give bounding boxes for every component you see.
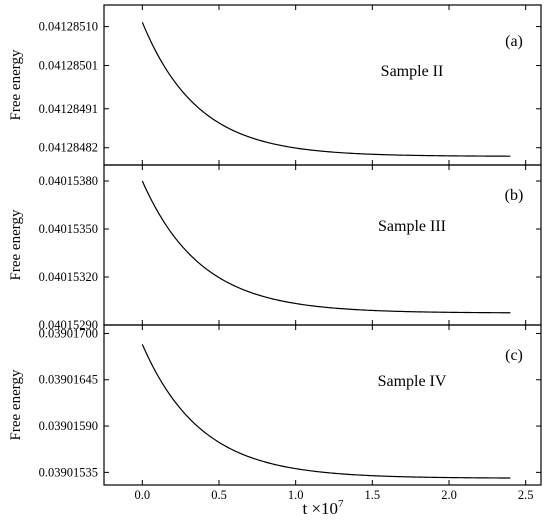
x-axis: 0.0 0.5 1.0 1.5 2.0 2.5 xyxy=(135,488,534,502)
x-tick-label: 0.5 xyxy=(211,488,227,502)
panel-b-ytick-label: 0.04015320 xyxy=(39,270,98,284)
panel-a-ytick-label: 0.04128510 xyxy=(39,20,98,34)
panel-a-ytick-label: 0.04128482 xyxy=(39,141,98,155)
panel-a-annotation: Sample II xyxy=(381,63,444,80)
panel-c: Free energy (c) Sample IV 0.03901535 0.03… xyxy=(8,324,542,486)
panel-c-label: (c) xyxy=(505,347,523,364)
panel-a-frame xyxy=(103,4,542,166)
panel-b-label: (b) xyxy=(505,187,524,204)
panel-a-series-line xyxy=(141,22,511,157)
panel-c-ytick-label: 0.03901645 xyxy=(39,373,98,387)
x-tick-label: 0.0 xyxy=(135,488,151,502)
panel-c-annotation: Sample IV xyxy=(378,373,447,390)
x-tick-label: 1.5 xyxy=(365,488,381,502)
panel-c-ytick-label: 0.03901535 xyxy=(39,465,98,479)
panel-c-ytick-label: 0.03901700 xyxy=(39,326,98,340)
x-tick-label: 2.5 xyxy=(518,488,534,502)
panel-b-ytick-label: 0.04015350 xyxy=(39,222,98,236)
panel-b-frame xyxy=(103,164,542,326)
panel-b-ytick-label: 0.04015380 xyxy=(39,174,98,188)
panel-b-annotation: Sample III xyxy=(378,218,446,235)
panel-b: Free energy (b) Sample III 0.04015290 0.0… xyxy=(8,164,542,332)
x-axis-label: t ×107 xyxy=(302,498,344,518)
panel-b-series-line xyxy=(141,180,511,314)
panel-a-ytick-label: 0.04128501 xyxy=(39,59,98,73)
panel-a-label: (a) xyxy=(505,33,523,50)
x-axis-label-exponent: 7 xyxy=(338,498,344,510)
panel-a-ylabel: Free energy xyxy=(8,49,24,120)
x-tick-label: 2.0 xyxy=(441,488,457,502)
panel-b-ylabel: Free energy xyxy=(8,209,24,280)
panel-a: Free energy (a) Sample II 0.04128482 0.04… xyxy=(8,4,542,166)
x-tick-label: 1.0 xyxy=(288,488,304,502)
panel-c-ylabel: Free energy xyxy=(8,369,24,440)
panel-c-frame xyxy=(103,324,542,486)
panel-c-series-line xyxy=(141,344,511,479)
panel-a-ytick-label: 0.04128491 xyxy=(39,102,98,116)
panel-c-ytick-label: 0.03901590 xyxy=(39,419,98,433)
x-axis-label-base: t ×10 xyxy=(302,499,338,518)
panel-b-ytick-label: 0.04015290 xyxy=(39,318,98,332)
